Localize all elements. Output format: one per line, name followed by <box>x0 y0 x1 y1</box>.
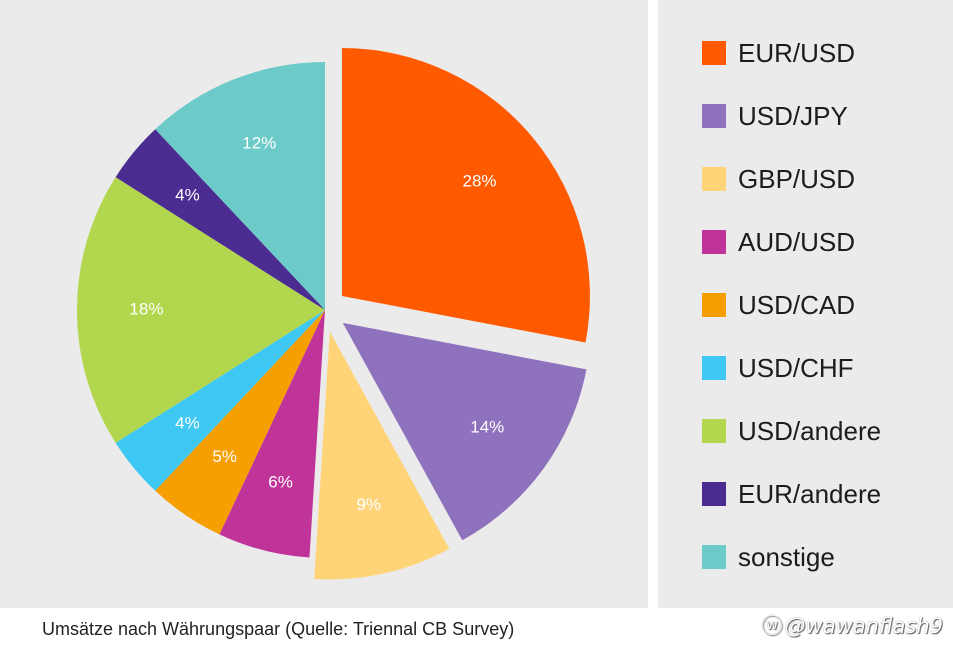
pie-slice-aud-usd <box>219 310 325 558</box>
chart-caption: Umsätze nach Währungspaar (Quelle: Trien… <box>42 619 515 639</box>
watermark: ⓦ@wawanflash9 <box>762 610 943 640</box>
legend-item-usd-chf: USD/CHF <box>702 348 854 388</box>
chart-panel: 28% 14% 9% 6% 5% 4% 18% 4% 12% <box>0 0 648 608</box>
legend-item-usd-jpy: USD/JPY <box>702 96 848 136</box>
watermark-logo-icon: ⓦ <box>761 614 783 638</box>
legend-label: USD/JPY <box>738 100 848 131</box>
slice-label-aud-usd: 6% <box>268 472 293 491</box>
legend-item-eur-andere: EUR/andere <box>702 474 881 514</box>
slice-label-usd-chf: 4% <box>175 413 200 432</box>
pie-slice-usd-chf <box>115 310 325 491</box>
slice-label-sonstige: 12% <box>242 133 276 152</box>
pie-chart: 28% 14% 9% 6% 5% 4% 18% 4% 12% <box>77 47 590 580</box>
pie-slice-gbp-usd <box>314 331 450 580</box>
pie-slice-usd-jpy <box>342 322 587 541</box>
pie-slice-sonstige <box>155 62 325 310</box>
legend-swatch <box>702 104 726 128</box>
legend-label: USD/CHF <box>738 352 854 383</box>
legend-swatch <box>702 230 726 254</box>
legend: EUR/USD USD/JPY GBP/USD AUD/USD USD/CAD USD/C… <box>658 0 953 608</box>
legend-swatch <box>702 356 726 380</box>
slice-label-usd-cad: 5% <box>212 447 237 466</box>
pie-slice-usd-cad <box>155 310 325 535</box>
pie-slice-usd-andere <box>77 177 326 443</box>
legend-label: USD/CAD <box>738 289 856 320</box>
legend-label: EUR/USD <box>738 37 856 68</box>
legend-label: AUD/USD <box>738 226 856 257</box>
legend-item-aud-usd: AUD/USD <box>702 222 855 262</box>
legend-label: USD/andere <box>738 415 882 446</box>
legend-swatch <box>702 419 726 443</box>
slice-label-eur-andere: 4% <box>175 186 200 205</box>
slice-label-usd-jpy: 14% <box>470 417 504 436</box>
pie-slices <box>77 47 590 580</box>
pie-slice-eur-andere <box>115 129 325 310</box>
legend-label: GBP/USD <box>738 163 856 194</box>
slice-label-gbp-usd: 9% <box>356 495 381 514</box>
slice-label-usd-andere: 18% <box>129 299 163 318</box>
legend-label: sonstige <box>738 541 835 572</box>
legend-item-gbp-usd: GBP/USD <box>702 159 855 199</box>
legend-swatch <box>702 293 726 317</box>
legend-swatch <box>702 167 726 191</box>
pie-slice-eur-usd <box>341 47 590 343</box>
legend-item-usd-cad: USD/CAD <box>702 285 855 325</box>
legend-swatch <box>702 545 726 569</box>
legend-label: EUR/andere <box>738 478 882 509</box>
legend-item-eur-usd: EUR/USD <box>702 33 855 73</box>
legend-item-sonstige: sonstige <box>702 537 835 577</box>
pie-slice-labels: 28% 14% 9% 6% 5% 4% 18% 4% 12% <box>129 133 504 514</box>
legend-swatch <box>702 482 726 506</box>
legend-swatch <box>702 41 726 65</box>
slice-label-eur-usd: 28% <box>463 172 497 191</box>
legend-item-usd-andere: USD/andere <box>702 411 881 451</box>
watermark-text: @wawanflash9 <box>784 614 943 638</box>
